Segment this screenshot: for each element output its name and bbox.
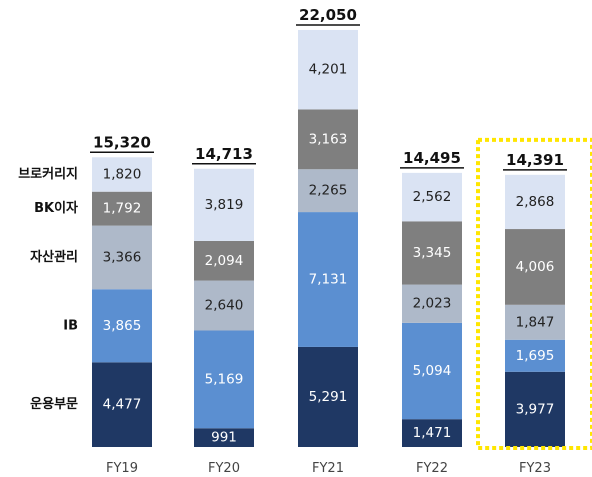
series-row-label: 자산관리 bbox=[30, 249, 78, 265]
total-label: 14,391 bbox=[506, 151, 564, 169]
data-label: 2,094 bbox=[205, 253, 244, 269]
data-label: 1,471 bbox=[413, 425, 452, 441]
data-label: 1,695 bbox=[516, 348, 555, 364]
data-label: 5,094 bbox=[413, 363, 452, 379]
bar-segment bbox=[194, 428, 254, 447]
bar-segment bbox=[298, 169, 358, 213]
bar-segment bbox=[402, 172, 462, 222]
data-label: 4,477 bbox=[103, 397, 142, 413]
data-label: 7,131 bbox=[309, 272, 348, 288]
category-label: FY22 bbox=[416, 461, 448, 476]
data-label: 1,847 bbox=[516, 314, 555, 330]
category-label: FY21 bbox=[312, 461, 344, 476]
bar-segment bbox=[505, 371, 565, 447]
bar-segment bbox=[402, 419, 462, 447]
bar-segment bbox=[298, 29, 358, 110]
series-row-label: BK이자 bbox=[34, 200, 78, 216]
data-label: 1,820 bbox=[103, 166, 142, 182]
data-label: 2,562 bbox=[413, 189, 452, 205]
data-label: 5,291 bbox=[309, 389, 348, 405]
total-label: 14,495 bbox=[403, 149, 461, 167]
bar-segment bbox=[194, 168, 254, 241]
data-label: 2,265 bbox=[309, 183, 348, 199]
total-label: 15,320 bbox=[93, 133, 151, 151]
series-row-label: 브로커리지 bbox=[18, 166, 78, 182]
data-label: 991 bbox=[211, 430, 237, 446]
bar-segment bbox=[92, 289, 152, 363]
series-row-label: 운용부문 bbox=[30, 396, 78, 412]
data-label: 2,023 bbox=[413, 296, 452, 312]
bar-segment bbox=[298, 212, 358, 347]
data-label: 3,865 bbox=[103, 318, 142, 334]
bar-segment bbox=[92, 191, 152, 226]
data-label: 4,201 bbox=[309, 62, 348, 78]
bar-segment bbox=[194, 240, 254, 281]
bar-segment bbox=[298, 109, 358, 170]
data-label: 3,163 bbox=[309, 131, 348, 147]
total-label: 14,713 bbox=[195, 145, 253, 163]
bar-segment bbox=[505, 174, 565, 230]
data-label: 4,006 bbox=[516, 259, 555, 275]
bar-segment bbox=[194, 330, 254, 429]
data-label: 1,792 bbox=[103, 201, 142, 217]
category-label: FY23 bbox=[519, 461, 551, 476]
bar-segment bbox=[402, 284, 462, 323]
highlight-box bbox=[476, 137, 592, 451]
data-label: 3,977 bbox=[516, 401, 555, 417]
bar-segment bbox=[402, 221, 462, 285]
total-label: 22,050 bbox=[299, 6, 357, 24]
series-row-label: IB bbox=[63, 318, 78, 333]
bar-segment bbox=[92, 225, 152, 290]
bar-segment bbox=[505, 229, 565, 305]
bar-segment bbox=[92, 157, 152, 192]
bar-segment bbox=[194, 280, 254, 331]
category-label: FY19 bbox=[106, 461, 138, 476]
data-label: 3,345 bbox=[413, 245, 452, 261]
bar-segment bbox=[505, 339, 565, 372]
bar-segment bbox=[402, 322, 462, 420]
bar-segment bbox=[298, 346, 358, 447]
data-label: 2,640 bbox=[205, 298, 244, 314]
data-label: 5,169 bbox=[205, 371, 244, 387]
bar-segment bbox=[92, 362, 152, 447]
data-label: 3,819 bbox=[205, 197, 244, 213]
data-label: 2,868 bbox=[516, 194, 555, 210]
bar-segment bbox=[505, 304, 565, 340]
data-label: 3,366 bbox=[103, 249, 142, 265]
category-label: FY20 bbox=[208, 461, 240, 476]
